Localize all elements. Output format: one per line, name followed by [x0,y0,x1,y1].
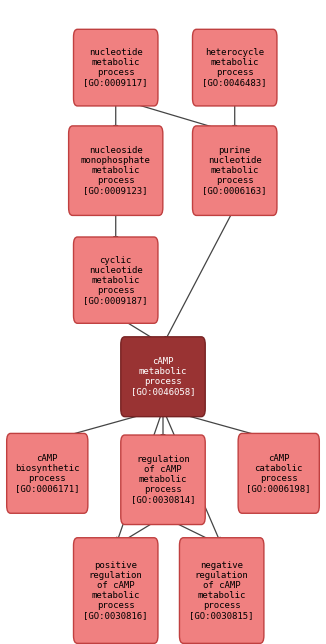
Text: cAMP
catabolic
process
[GO:0006198]: cAMP catabolic process [GO:0006198] [246,454,311,493]
FancyBboxPatch shape [192,126,277,215]
FancyBboxPatch shape [179,538,264,643]
FancyBboxPatch shape [73,237,158,323]
FancyBboxPatch shape [68,126,163,215]
FancyBboxPatch shape [7,433,88,513]
FancyBboxPatch shape [192,30,277,106]
Text: regulation
of cAMP
metabolic
process
[GO:0030814]: regulation of cAMP metabolic process [GO… [131,455,195,504]
Text: positive
regulation
of cAMP
metabolic
process
[GO:0030816]: positive regulation of cAMP metabolic pr… [83,561,148,620]
Text: negative
regulation
of cAMP
metabolic
process
[GO:0030815]: negative regulation of cAMP metabolic pr… [189,561,254,620]
FancyBboxPatch shape [121,435,205,524]
Text: nucleoside
monophosphate
metabolic
process
[GO:0009123]: nucleoside monophosphate metabolic proce… [81,146,151,195]
FancyBboxPatch shape [238,433,319,513]
Text: nucleotide
metabolic
process
[GO:0009117]: nucleotide metabolic process [GO:0009117… [83,48,148,87]
Text: heterocycle
metabolic
process
[GO:0046483]: heterocycle metabolic process [GO:004648… [202,48,267,87]
Text: cyclic
nucleotide
metabolic
process
[GO:0009187]: cyclic nucleotide metabolic process [GO:… [83,256,148,305]
Text: cAMP
metabolic
process
[GO:0046058]: cAMP metabolic process [GO:0046058] [131,357,195,396]
FancyBboxPatch shape [73,30,158,106]
FancyBboxPatch shape [121,337,205,417]
Text: purine
nucleotide
metabolic
process
[GO:0006163]: purine nucleotide metabolic process [GO:… [202,146,267,195]
FancyBboxPatch shape [73,538,158,643]
Text: cAMP
biosynthetic
process
[GO:0006171]: cAMP biosynthetic process [GO:0006171] [15,454,80,493]
